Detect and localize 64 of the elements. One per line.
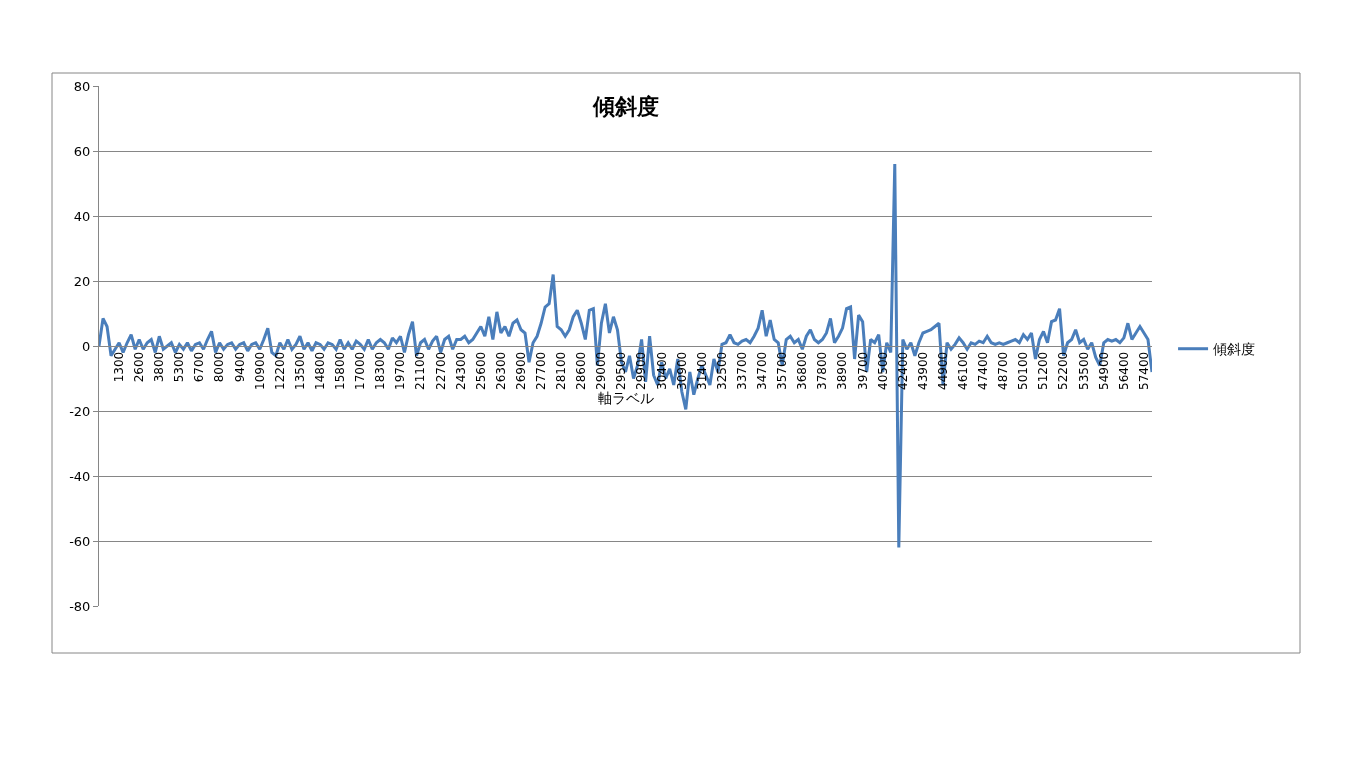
x-tick-label: 37800 <box>815 351 830 390</box>
x-tick-label: 44900 <box>935 351 950 390</box>
x-tick-label: 29000 <box>594 351 609 390</box>
chart-title: 傾斜度 <box>591 93 659 119</box>
x-tick-label: 29500 <box>614 351 629 390</box>
x-tick-label: 54900 <box>1096 351 1111 390</box>
x-tick-label: 12200 <box>272 351 287 390</box>
x-tick-label: 22700 <box>433 351 448 390</box>
x-tick-label: 8000 <box>212 351 227 383</box>
x-tick-label: 29900 <box>634 351 649 390</box>
x-tick-label: 30400 <box>654 351 669 390</box>
x-tick-label: 57400 <box>1136 351 1151 390</box>
x-tick-label: 30900 <box>674 351 689 390</box>
x-tick-label: 27700 <box>534 351 548 390</box>
x-tick-label: 26300 <box>493 351 508 390</box>
x-tick-label: 32500 <box>714 351 729 390</box>
y-tick-label: 80 <box>73 78 91 94</box>
x-tick-label: 51200 <box>1036 351 1051 390</box>
x-tick-label: 25600 <box>473 351 488 390</box>
x-tick-label: 33700 <box>734 351 749 390</box>
x-tick-label: 50100 <box>1016 351 1031 390</box>
x-tick-label: 46100 <box>956 351 970 390</box>
y-tick-label: -80 <box>69 598 91 614</box>
x-tick-label: 38900 <box>835 351 850 390</box>
y-tick-label: 40 <box>73 208 91 224</box>
x-tick-label: 19700 <box>393 351 408 390</box>
x-tick-label: 1300 <box>112 351 126 383</box>
x-tick-label: 5300 <box>172 351 187 383</box>
x-tick-label: 36800 <box>795 351 810 390</box>
x-tick-label: 6700 <box>192 351 207 383</box>
x-tick-label: 42400 <box>895 351 910 390</box>
x-tick-label: 56400 <box>1116 351 1131 390</box>
x-tick-label: 10900 <box>252 351 267 390</box>
x-tick-label: 26900 <box>513 351 528 390</box>
x-tick-label: 43900 <box>915 351 930 390</box>
y-tick-label: 0 <box>82 338 91 354</box>
x-tick-label: 52200 <box>1056 351 1071 390</box>
x-tick-label: 14800 <box>312 351 327 390</box>
x-tick-label: 9400 <box>232 351 247 383</box>
x-tick-label: 28100 <box>554 351 569 390</box>
x-tick-label: 47400 <box>976 351 991 390</box>
y-tick-label: 20 <box>73 273 91 289</box>
x-tick-label: 15800 <box>333 351 348 390</box>
x-tick-label: 48700 <box>996 351 1011 390</box>
y-tick-label: 60 <box>73 143 91 159</box>
x-tick-label: 34700 <box>755 351 770 390</box>
x-tick-label: 53500 <box>1076 351 1091 390</box>
x-tick-label: 13500 <box>292 351 307 390</box>
x-tick-label: 40500 <box>875 351 890 390</box>
legend-label: 傾斜度 <box>1213 341 1256 358</box>
y-tick-label: -60 <box>69 533 91 549</box>
x-tick-label: 24300 <box>453 351 468 390</box>
x-tick-label: 17000 <box>353 351 368 390</box>
x-tick-label: 2600 <box>132 351 147 383</box>
x-tick-label: 21100 <box>413 351 428 390</box>
x-tick-label: 18300 <box>373 351 388 390</box>
x-tick-label: 28600 <box>574 351 589 390</box>
x-tick-label: 31400 <box>694 351 709 390</box>
x-tick-label: 39700 <box>855 351 870 390</box>
x-tick-label: 3800 <box>152 351 167 383</box>
x-axis-title: 軸ラベル <box>597 390 654 407</box>
y-tick-label: -20 <box>69 403 91 419</box>
y-tick-label: -40 <box>69 468 91 484</box>
x-tick-label: 35700 <box>775 351 790 390</box>
